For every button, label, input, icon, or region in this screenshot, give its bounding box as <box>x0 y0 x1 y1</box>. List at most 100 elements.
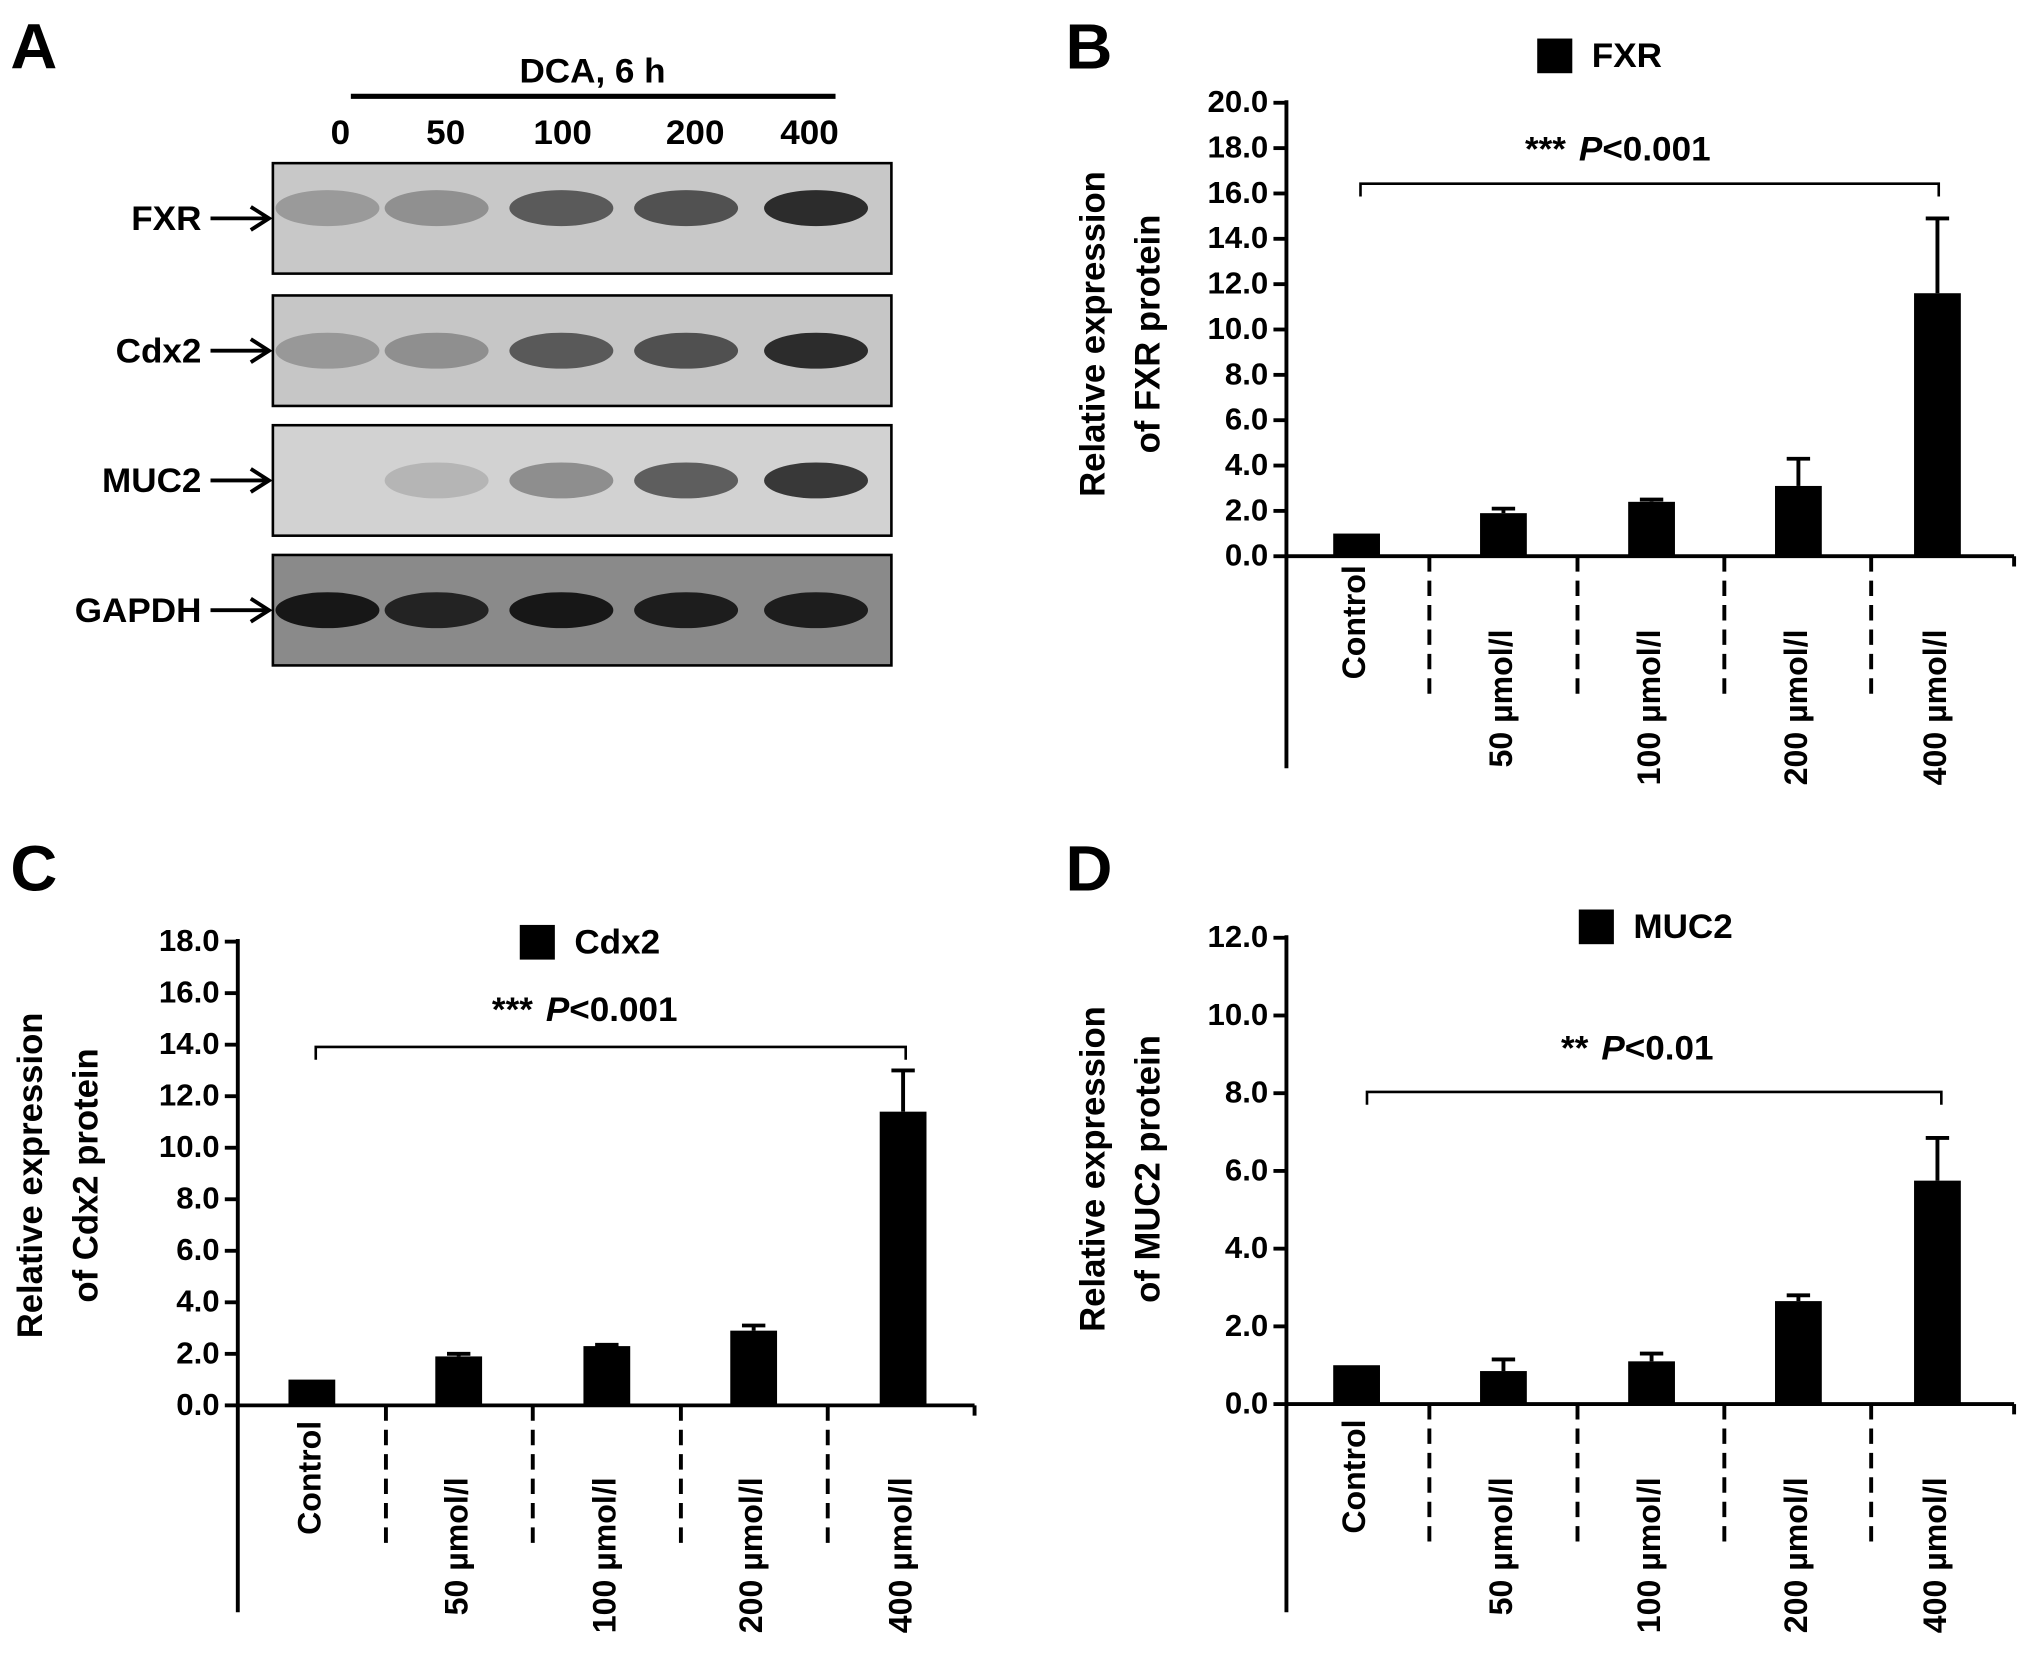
bar <box>1775 485 1822 557</box>
y-axis-label: of Cdx2 protein <box>66 1048 105 1302</box>
significance-label: ** P<0.01 <box>1561 1029 1713 1068</box>
panel-letter: C <box>10 833 57 905</box>
x-tick-label: 400 µmol/l <box>883 1477 919 1633</box>
band <box>634 190 739 227</box>
significance-stars: *** <box>1525 130 1566 169</box>
band <box>509 190 614 227</box>
y-tick-label: 6.0 <box>1225 402 1268 437</box>
bar <box>1914 293 1961 557</box>
x-tick-label: 200 µmol/l <box>1778 1477 1814 1633</box>
y-axis-label: Relative expression <box>11 1013 50 1339</box>
bar <box>288 1379 336 1406</box>
p-symbol: P <box>546 991 570 1030</box>
y-axis-label: Relative expression <box>1074 171 1113 497</box>
arrow-head <box>249 597 273 624</box>
y-axis-label: of FXR protein <box>1128 215 1167 454</box>
significance-label: *** P<0.001 <box>492 991 678 1030</box>
band <box>634 462 739 499</box>
error-bar <box>447 1351 471 1357</box>
lane-label: 100 <box>533 113 592 152</box>
bar <box>1333 1365 1380 1405</box>
y-tick-label: 16.0 <box>1208 175 1269 210</box>
y-axis-label: of MUC2 protein <box>1128 1035 1167 1303</box>
x-tick-label: 100 µmol/l <box>1631 629 1667 785</box>
y-tick-label: 10.0 <box>159 1129 220 1164</box>
band <box>509 592 614 629</box>
row-label: MUC2 <box>102 461 201 500</box>
error-bar <box>1639 497 1664 502</box>
x-tick-label: Control <box>1336 1420 1372 1534</box>
x-tick-label: Control <box>291 1421 327 1535</box>
band <box>384 190 489 227</box>
panel-letter: B <box>1066 11 1113 83</box>
x-tick-label: 400 µmol/l <box>1917 1477 1953 1633</box>
significance-bracket <box>1359 182 1941 197</box>
error-bar <box>1786 456 1811 486</box>
legend-swatch <box>1578 909 1614 945</box>
band <box>764 462 869 499</box>
x-tick-label: 400 µmol/l <box>1917 629 1953 785</box>
significance-bracket <box>314 1045 907 1060</box>
y-tick-label: 8.0 <box>176 1181 219 1216</box>
error-bar <box>1786 1293 1811 1302</box>
lane-label: 200 <box>666 113 725 152</box>
y-tick-label: 14.0 <box>159 1026 220 1061</box>
bar <box>1480 1371 1527 1405</box>
p-symbol: P <box>1579 130 1603 169</box>
bar <box>1333 533 1380 557</box>
x-tick-label: 100 µmol/l <box>1631 1477 1667 1633</box>
band <box>634 332 739 369</box>
y-tick-label: 0.0 <box>1225 1386 1268 1421</box>
bar <box>1628 501 1675 557</box>
y-tick-label: 20.0 <box>1208 84 1269 119</box>
bar <box>435 1356 483 1406</box>
lane-label: 400 <box>780 113 839 152</box>
y-tick-label: 4.0 <box>1225 1230 1268 1265</box>
x-tick-label: 50 µmol/l <box>1483 1477 1519 1615</box>
significance-stars: ** <box>1561 1029 1589 1068</box>
y-tick-label: 4.0 <box>1225 447 1268 482</box>
band <box>764 592 869 629</box>
treatment-label: DCA, 6 h <box>519 52 665 91</box>
legend-swatch <box>519 924 555 960</box>
x-tick-label: 200 µmol/l <box>1778 629 1814 785</box>
x-tick-label: 50 µmol/l <box>438 1477 474 1615</box>
panel-letter: A <box>10 11 57 83</box>
y-tick-label: 10.0 <box>1208 311 1269 346</box>
row-label: GAPDH <box>75 591 202 630</box>
band <box>275 190 380 227</box>
x-tick-label: 50 µmol/l <box>1483 629 1519 767</box>
error-bar <box>595 1342 619 1347</box>
y-tick-label: 12.0 <box>159 1078 220 1113</box>
bar <box>879 1111 927 1406</box>
arrow-head <box>249 205 273 232</box>
significance-label: *** P<0.001 <box>1525 130 1711 169</box>
y-tick-label: 0.0 <box>176 1387 219 1422</box>
y-tick-label: 14.0 <box>1208 220 1269 255</box>
y-tick-label: 12.0 <box>1208 266 1269 301</box>
bar <box>1914 1180 1961 1405</box>
p-symbol: P <box>1601 1029 1625 1068</box>
band <box>764 332 869 369</box>
significance-bracket <box>1365 1090 1943 1105</box>
p-threshold: <0.001 <box>569 991 677 1030</box>
band <box>764 190 869 227</box>
band <box>384 592 489 629</box>
band <box>509 462 614 499</box>
legend-label: FXR <box>1592 36 1662 75</box>
y-tick-label: 12.0 <box>1208 919 1269 954</box>
bar <box>1775 1301 1822 1405</box>
band <box>634 592 739 629</box>
y-axis-label: Relative expression <box>1074 1006 1113 1332</box>
error-bar <box>1925 216 1950 294</box>
p-threshold: <0.001 <box>1602 130 1710 169</box>
x-tick-label: 100 µmol/l <box>586 1477 622 1633</box>
bar <box>730 1330 778 1406</box>
band <box>384 332 489 369</box>
bar <box>1628 1361 1675 1405</box>
legend-swatch <box>1537 38 1573 74</box>
y-tick-label: 18.0 <box>159 923 220 958</box>
p-threshold: <0.01 <box>1625 1029 1714 1068</box>
y-tick-label: 6.0 <box>176 1232 219 1267</box>
